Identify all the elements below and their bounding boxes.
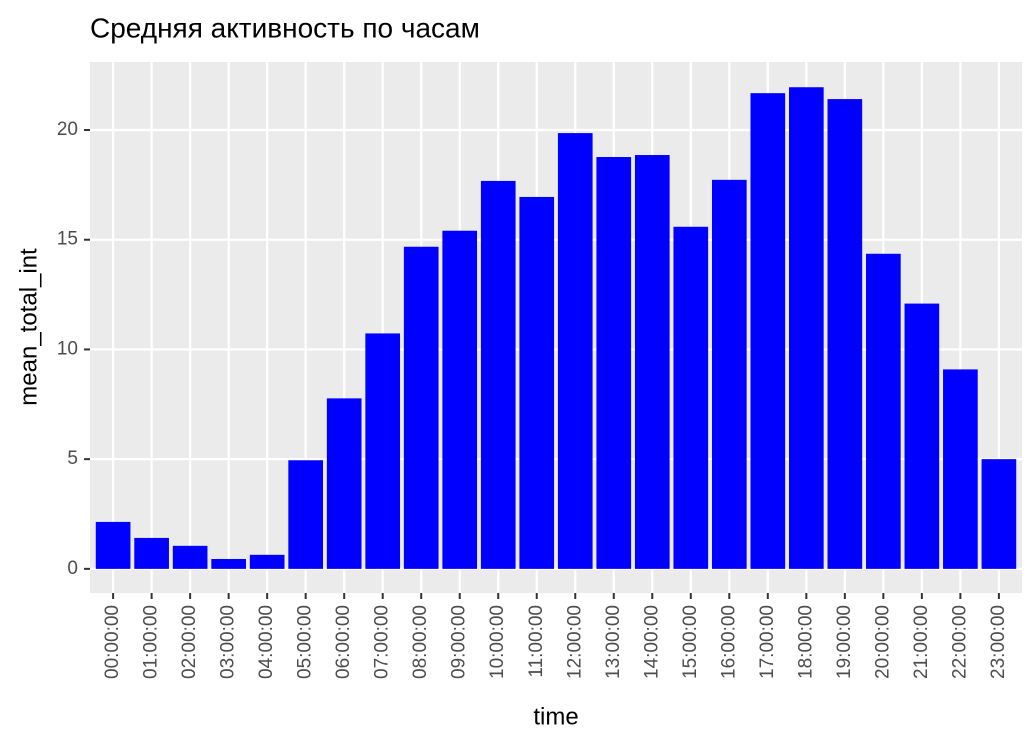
bar [981, 459, 1017, 569]
y-tick-label: 5 [67, 448, 78, 469]
bar [673, 226, 709, 569]
bar [904, 303, 940, 569]
bar [827, 99, 863, 569]
x-tick-label: 20:00:00 [872, 605, 893, 679]
x-tick-label: 15:00:00 [680, 605, 701, 679]
x-tick-label: 10:00:00 [487, 605, 508, 679]
x-tick-label: 04:00:00 [256, 605, 277, 679]
y-tick-label: 20 [57, 119, 78, 140]
bar [519, 196, 555, 569]
x-tick-label: 23:00:00 [988, 605, 1009, 679]
x-tick-label: 00:00:00 [102, 605, 123, 679]
bar [557, 133, 593, 569]
x-tick-label: 06:00:00 [333, 605, 354, 679]
x-tick-label: 22:00:00 [949, 605, 970, 679]
x-tick-label: 19:00:00 [834, 605, 855, 679]
bar [211, 558, 246, 569]
x-tick-label: 09:00:00 [449, 605, 470, 679]
x-tick-label: 21:00:00 [911, 605, 932, 679]
chart-title: Средняя активность по часам [90, 12, 480, 43]
bar [943, 369, 978, 569]
x-tick-label: 02:00:00 [179, 605, 200, 679]
x-tick-label: 12:00:00 [564, 605, 585, 679]
y-tick-label: 10 [57, 338, 78, 359]
bar [249, 554, 285, 569]
bar [711, 179, 747, 569]
bar [750, 93, 786, 569]
x-tick-label: 14:00:00 [641, 605, 662, 679]
bar [288, 460, 323, 569]
x-tick-label: 03:00:00 [218, 605, 239, 679]
bar [789, 87, 824, 569]
bar [134, 537, 169, 569]
bar [634, 155, 670, 569]
bar [172, 545, 208, 569]
bar [403, 246, 439, 569]
y-tick-label: 15 [57, 229, 78, 250]
bar [480, 180, 516, 569]
y-tick-label: 0 [67, 558, 78, 579]
bar [442, 230, 478, 569]
x-tick-label: 17:00:00 [757, 605, 778, 679]
y-axis-title: mean_total_int [15, 248, 42, 406]
x-tick-label: 18:00:00 [795, 605, 816, 679]
bar [95, 521, 131, 569]
x-tick-label: 01:00:00 [141, 605, 162, 679]
x-axis-title: time [533, 703, 578, 730]
x-tick-label: 07:00:00 [372, 605, 393, 679]
bar [866, 253, 901, 569]
x-tick-label: 16:00:00 [718, 605, 739, 679]
x-tick-label: 11:00:00 [526, 605, 547, 678]
x-tick-label: 08:00:00 [410, 605, 431, 679]
bar [326, 398, 362, 569]
x-tick-label: 13:00:00 [603, 605, 624, 679]
bar [365, 333, 401, 569]
x-tick-label: 05:00:00 [295, 605, 316, 679]
bar [596, 157, 632, 569]
